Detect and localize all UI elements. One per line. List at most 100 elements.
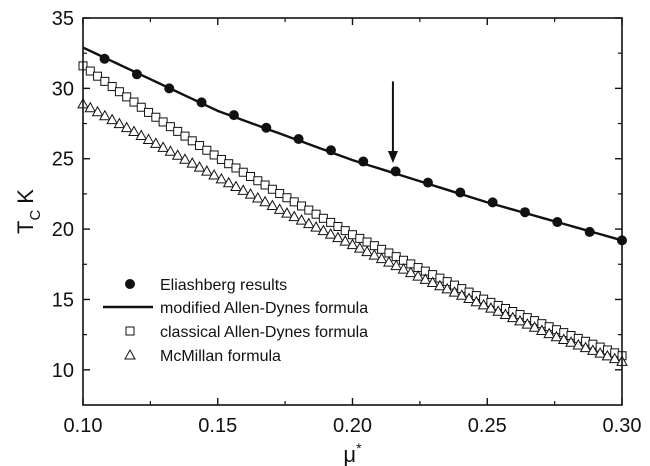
- mcmillan-point: [550, 330, 563, 342]
- mcmillan-point: [368, 249, 381, 260]
- mcmillan-point: [99, 109, 111, 121]
- mcmillan-point: [237, 184, 250, 195]
- mcmillan-point: [208, 169, 220, 180]
- mcmillan-point: [230, 180, 242, 192]
- mcmillan-point: [536, 324, 548, 335]
- classical-allen-dynes-point: [93, 71, 103, 81]
- mcmillan-point: [492, 305, 505, 316]
- mcmillan-point: [404, 266, 417, 278]
- mcmillan-point: [579, 341, 592, 353]
- x-tick-label: 0.25: [468, 415, 507, 437]
- mcmillan-point: [383, 256, 395, 267]
- arrow-head: [387, 150, 398, 163]
- classical-allen-dynes-point: [129, 97, 139, 107]
- legend-entry-label: classical Allen-Dynes formula: [160, 324, 368, 341]
- eliashberg-point: [358, 156, 369, 167]
- mcmillan-point: [164, 145, 177, 156]
- y-axis-label-subscript: C: [27, 210, 44, 221]
- mcmillan-point: [361, 245, 373, 257]
- mcmillan-point: [200, 165, 213, 176]
- mcmillan-point: [434, 279, 446, 291]
- mcmillan-point: [419, 273, 432, 284]
- mcmillan-point: [142, 133, 155, 144]
- plot-frame: [82, 17, 623, 406]
- classical-allen-dynes-point: [151, 112, 161, 122]
- eliashberg-point: [422, 177, 433, 188]
- y-axis-label-symbol: T: [13, 221, 38, 234]
- mcmillan-point: [128, 125, 140, 137]
- tick-marks: [82, 17, 623, 405]
- mcmillan-point: [397, 263, 410, 274]
- mcmillan-point: [302, 217, 315, 229]
- classical-allen-dynes-point: [195, 141, 205, 151]
- mcmillan-point: [587, 344, 599, 355]
- mcmillan-point: [106, 113, 118, 125]
- eliashberg-point: [552, 217, 563, 228]
- mcmillan-point: [295, 214, 308, 225]
- mcmillan-point: [521, 318, 534, 329]
- mcmillan-point: [149, 137, 162, 148]
- series-eliashberg: [99, 53, 627, 246]
- classical-allen-dynes-point: [158, 117, 168, 127]
- mcmillan-point: [324, 228, 337, 239]
- mcmillan-point: [557, 333, 570, 344]
- eliashberg-point: [131, 69, 142, 80]
- classical-allen-dynes-point: [107, 82, 117, 92]
- y-tick-label: 15: [52, 289, 74, 311]
- x-tick-label: 0.15: [198, 415, 237, 437]
- mcmillan-point: [91, 105, 104, 117]
- mcmillan-point: [157, 141, 169, 152]
- mcmillan-point: [84, 101, 97, 113]
- eliashberg-point: [99, 53, 110, 64]
- mcmillan-point: [506, 311, 519, 323]
- classical-allen-dynes-point: [136, 102, 146, 112]
- mcmillan-point: [186, 157, 199, 168]
- classical-allen-dynes-point: [114, 87, 124, 97]
- mcmillan-point: [499, 308, 512, 319]
- classical-allen-dynes-point: [100, 76, 110, 86]
- legend-entry-label: McMillan formula: [160, 348, 281, 365]
- legend-entry-label: Eliashberg results: [160, 277, 287, 294]
- tick-labels: 0.10 0.15 0.20 0.25 0.30 10 15 20 25 30 35: [52, 8, 642, 437]
- mcmillan-point: [193, 161, 206, 172]
- y-axis-label-unit: K: [13, 189, 38, 204]
- classical-allen-dynes-point: [122, 92, 132, 102]
- y-tick-label: 30: [52, 78, 74, 100]
- classical-allen-dynes-point: [180, 131, 190, 141]
- classical-allen-dynes-point: [144, 107, 154, 117]
- x-axis-label-symbol: μ: [343, 442, 356, 466]
- eliashberg-point: [196, 97, 207, 108]
- legend-entry-label: modified Allen-Dynes formula: [160, 300, 368, 317]
- eliashberg-point: [228, 110, 239, 121]
- classical-allen-dynes-point: [165, 122, 175, 132]
- mcmillan-point: [485, 302, 497, 313]
- mcmillan-point: [375, 252, 388, 264]
- mcmillan-point: [565, 336, 577, 347]
- mcmillan-point: [543, 327, 556, 339]
- mcmillan-point: [441, 282, 454, 294]
- mcmillan-point: [514, 314, 526, 326]
- mcmillan-point: [244, 188, 257, 199]
- eliashberg-point: [519, 207, 530, 218]
- legend-eliashberg-marker: [125, 279, 135, 289]
- eliashberg-point: [325, 145, 336, 156]
- mcmillan-point: [470, 295, 483, 307]
- classical-allen-dynes-point: [187, 136, 197, 146]
- mcmillan-point: [215, 172, 228, 184]
- eliashberg-point: [455, 187, 466, 198]
- mcmillan-point: [412, 270, 424, 281]
- eliashberg-point: [487, 197, 498, 208]
- mcmillan-point: [317, 224, 330, 236]
- mcmillan-point: [390, 259, 403, 271]
- legend-mcmillan-marker: [124, 348, 136, 360]
- eliashberg-point: [261, 122, 272, 133]
- eliashberg-point: [293, 134, 304, 145]
- classical-allen-dynes-point: [85, 66, 95, 76]
- mcmillan-point: [179, 153, 191, 164]
- mcmillan-point: [448, 286, 461, 297]
- mcmillan-point: [528, 321, 541, 332]
- eliashberg-point: [390, 166, 401, 177]
- mcmillan-point: [273, 203, 286, 214]
- series-mcmillan: [77, 97, 628, 366]
- mcmillan-point: [120, 121, 133, 133]
